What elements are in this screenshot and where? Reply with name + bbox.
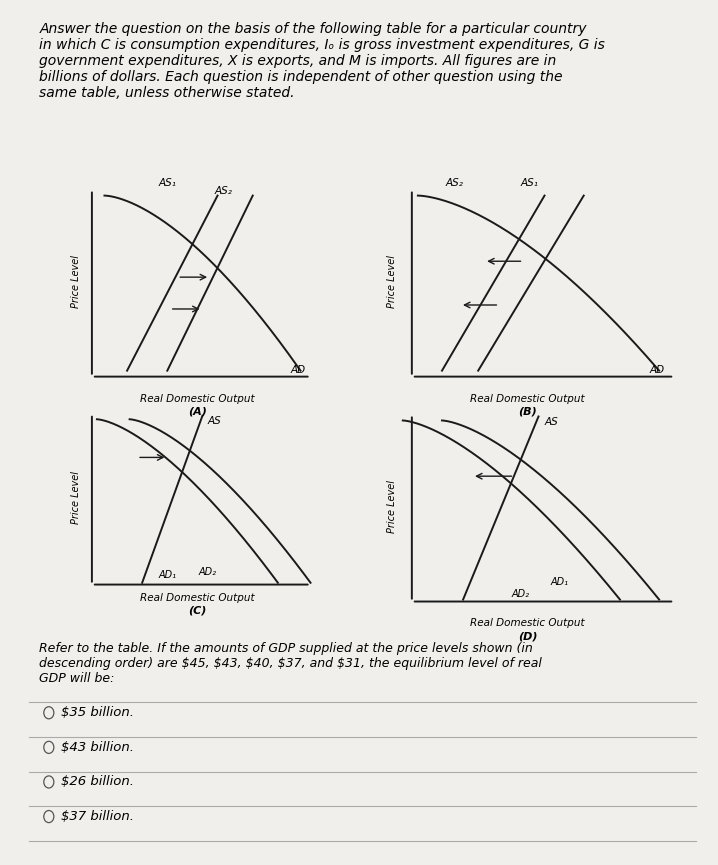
Text: $43 billion.: $43 billion.: [61, 740, 134, 754]
Text: AD: AD: [650, 365, 665, 375]
Text: $37 billion.: $37 billion.: [61, 810, 134, 823]
Text: AS: AS: [208, 416, 221, 426]
Text: AD₁: AD₁: [158, 571, 177, 580]
Text: (C): (C): [188, 606, 207, 616]
Text: AS: AS: [544, 418, 559, 427]
Text: Real Domestic Output: Real Domestic Output: [140, 394, 255, 404]
Text: Real Domestic Output: Real Domestic Output: [140, 593, 255, 603]
Text: Answer the question on the basis of the following table for a particular country: Answer the question on the basis of the …: [39, 22, 605, 100]
Text: AS₂: AS₂: [215, 186, 233, 195]
Text: Price Level: Price Level: [387, 254, 397, 308]
Text: $26 billion.: $26 billion.: [61, 775, 134, 789]
Text: Price Level: Price Level: [70, 254, 80, 308]
Text: (A): (A): [188, 407, 207, 417]
Text: AD₂: AD₂: [198, 567, 217, 577]
Text: AS₂: AS₂: [445, 177, 463, 188]
Text: AD₁: AD₁: [551, 577, 569, 586]
Text: $35 billion.: $35 billion.: [61, 706, 134, 720]
Text: AD₂: AD₂: [511, 588, 529, 599]
Text: Price Level: Price Level: [387, 479, 397, 533]
Text: (B): (B): [518, 407, 537, 417]
Text: AD: AD: [290, 365, 305, 375]
Text: (D): (D): [518, 631, 538, 642]
Text: Price Level: Price Level: [70, 471, 80, 524]
Text: Refer to the table. If the amounts of GDP supplied at the price levels shown (in: Refer to the table. If the amounts of GD…: [39, 642, 542, 685]
Text: AS₁: AS₁: [521, 177, 538, 188]
Text: Real Domestic Output: Real Domestic Output: [470, 394, 585, 404]
Text: Real Domestic Output: Real Domestic Output: [470, 618, 585, 629]
Text: AS₁: AS₁: [159, 177, 176, 188]
